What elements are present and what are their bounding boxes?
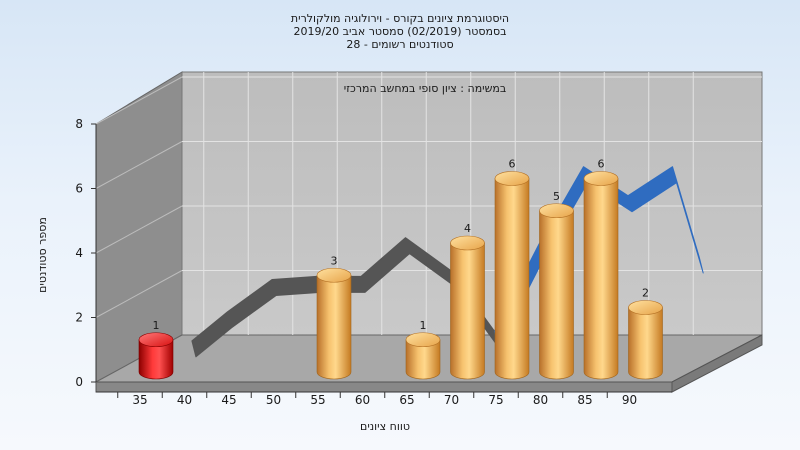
x-tick-label: 80 (533, 393, 548, 407)
title-line-1: היסטוגרמת ציונים בקורס - וירולוגיה מולקו… (291, 12, 509, 25)
grid-line-depth (95, 141, 183, 189)
bar: 3 (316, 254, 352, 380)
bar: 1 (138, 319, 174, 380)
bar: 5 (539, 190, 574, 380)
x-tick-label: 50 (266, 393, 281, 407)
chart-titles: היסטוגרמת ציונים בקורס - וירולוגיה מולקו… (291, 12, 509, 51)
bar-value-label: 2 (642, 287, 649, 300)
grid-line-depth (95, 76, 183, 125)
bar-top (539, 203, 574, 219)
grid-line-depth (95, 270, 183, 318)
x-tick-label: 65 (399, 393, 414, 407)
bar-body (583, 178, 619, 380)
y-tick-label: 2 (75, 311, 83, 325)
y-axis-label: מספר סטודנטים (36, 217, 49, 293)
bar-value-label: 4 (464, 222, 471, 235)
bar-top (583, 171, 619, 186)
bar-body (628, 307, 663, 380)
inner-title: במשימה : ציון סופי במחשב המרכזי (344, 82, 507, 95)
bar: 6 (583, 158, 619, 380)
bar-value-label: 6 (598, 158, 605, 171)
floor-front (95, 381, 673, 393)
title-line-2: בסמסטר (02/2019) סמסטר אביב 2019/20 (293, 25, 506, 38)
bar: 6 (494, 158, 530, 380)
y-tick-label: 8 (75, 117, 83, 131)
bar: 4 (450, 222, 485, 380)
bar-value-label: 1 (153, 319, 160, 332)
bar-top (628, 300, 663, 315)
x-tick-label: 55 (310, 393, 325, 407)
x-tick-label: 40 (177, 393, 192, 407)
bar: 1 (405, 319, 441, 380)
bar-body (316, 274, 352, 380)
x-tick-label: 60 (355, 393, 370, 407)
bar-value-label: 5 (553, 190, 560, 203)
x-tick-label: 75 (488, 393, 503, 407)
bars-series: 1 3 1 4 6 5 6 2 (138, 158, 663, 380)
y-tick-label: 6 (75, 182, 83, 196)
bar-top (494, 171, 530, 186)
bar-top (405, 332, 441, 348)
bar-body (494, 178, 530, 380)
bar-value-label: 1 (420, 319, 427, 332)
bar-top (316, 267, 352, 283)
bar-value-label: 3 (331, 254, 338, 267)
y-tick-label: 0 (75, 375, 83, 389)
bar-value-label: 6 (509, 158, 516, 171)
y-tick-label: 4 (75, 246, 83, 260)
x-tick-label: 35 (132, 393, 147, 407)
bar: 2 (628, 287, 663, 380)
x-tick-label: 70 (444, 393, 459, 407)
x-axis-label: טווח ציונים (360, 420, 410, 433)
y-axis: 0 2 4 6 8 (75, 117, 97, 389)
x-tick-label: 45 (221, 393, 236, 407)
grid-line-depth (95, 205, 183, 254)
x-axis: 35 40 45 50 55 60 65 70 75 80 85 90 (96, 391, 672, 407)
title-line-3: סטודנטים רשומים - 28 (346, 38, 453, 51)
bar-top (138, 332, 174, 348)
bar-body (138, 339, 174, 380)
bar-top (450, 235, 485, 251)
x-tick-label: 85 (577, 393, 592, 407)
x-tick-label: 90 (622, 393, 637, 407)
bar-body (450, 242, 485, 380)
bar-body (405, 339, 441, 380)
bar-body (539, 210, 574, 380)
